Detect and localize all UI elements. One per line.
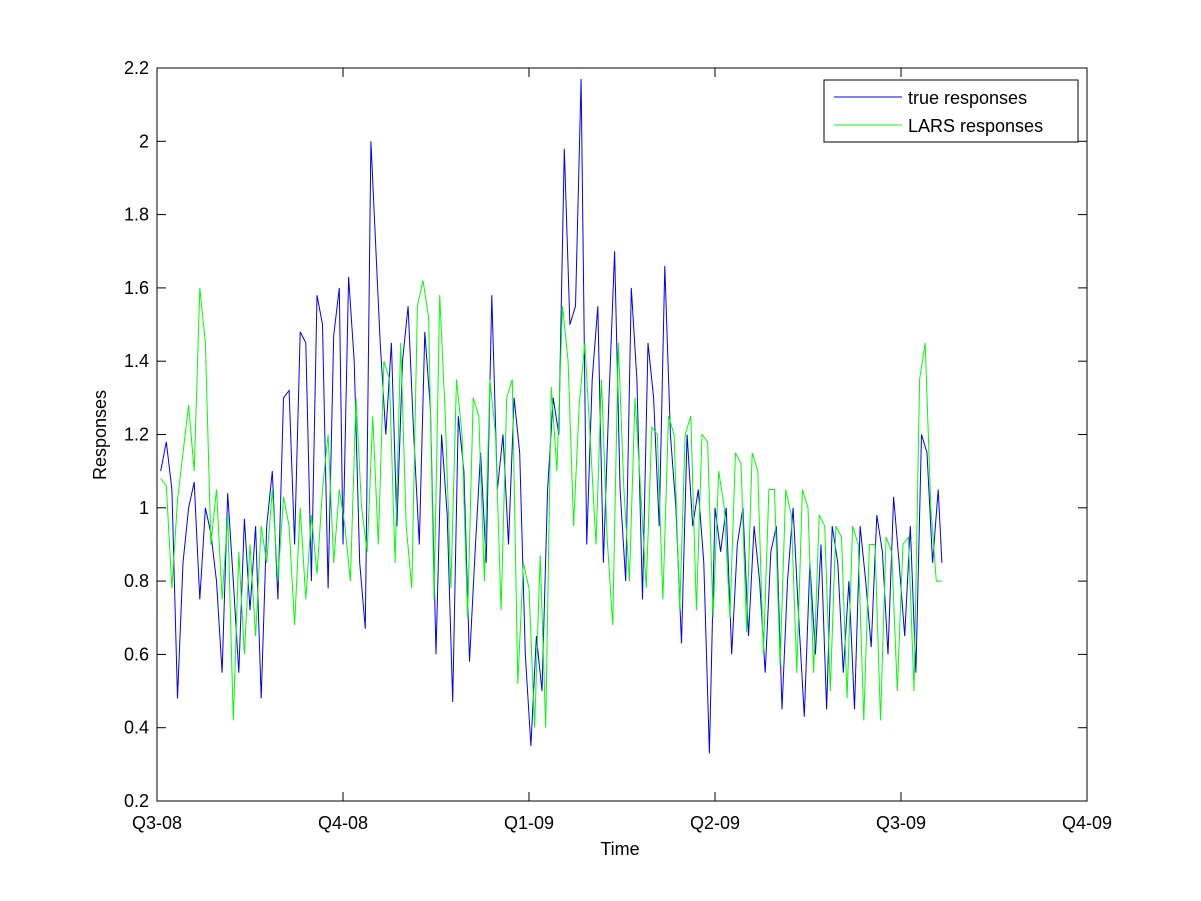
axis-ticks — [156, 67, 1088, 802]
series-line-lars-responses — [160, 280, 942, 728]
y-tick-label: 2.2 — [124, 58, 149, 78]
y-tick-label: 2 — [139, 131, 149, 151]
y-tick-label: 0.6 — [124, 644, 149, 664]
x-tick-label: Q4-08 — [318, 813, 368, 833]
y-tick-label: 1.8 — [124, 205, 149, 225]
y-axis-label: Responses — [90, 390, 110, 480]
y-tick-label: 1.4 — [124, 351, 149, 371]
x-tick-label: Q3-08 — [132, 813, 182, 833]
tick-labels: Q3-08 Q4-08 Q1-09 Q2-09 Q3-09 Q4-09 0.2 0.4 0.6 0… — [124, 58, 1112, 833]
x-tick-label: Q2-09 — [690, 813, 740, 833]
series-layer — [160, 78, 943, 754]
x-tick-label: Q1-09 — [504, 813, 554, 833]
y-tick-label: 0.8 — [124, 571, 149, 591]
legend: true responses LARS responses — [823, 79, 1079, 143]
y-tick-label: 1.6 — [124, 278, 149, 298]
y-tick-label: 0.2 — [124, 791, 149, 811]
x-axis-label: Time — [600, 839, 639, 859]
y-tick-label: 1.2 — [124, 425, 149, 445]
legend-entry-true-responses: true responses — [908, 88, 1027, 108]
legend-entry-lars-responses: LARS responses — [908, 116, 1043, 136]
x-tick-label: Q4-09 — [1062, 813, 1112, 833]
y-tick-label: 1 — [139, 498, 149, 518]
y-tick-label: 0.4 — [124, 718, 149, 738]
x-tick-label: Q3-09 — [876, 813, 926, 833]
legend-box — [823, 79, 1079, 143]
